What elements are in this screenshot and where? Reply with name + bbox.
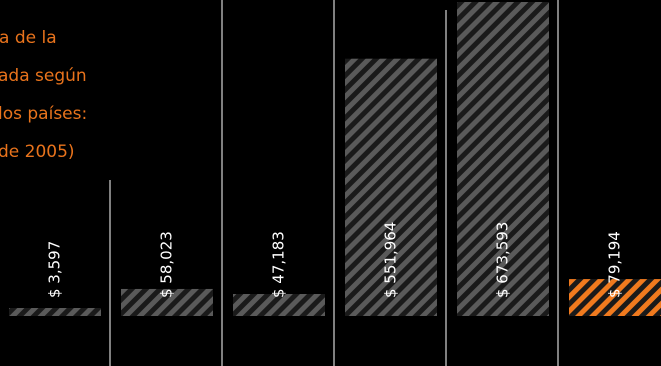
chart-title-line-1: a de la bbox=[0, 28, 57, 48]
bar bbox=[345, 58, 437, 317]
bar-value-label: $ 58,023 bbox=[158, 231, 176, 298]
bar bbox=[233, 294, 325, 316]
bar-value-label: $ 3,597 bbox=[46, 241, 64, 298]
bar bbox=[569, 279, 661, 316]
bar-value-label: $ 79,194 bbox=[606, 231, 624, 298]
chart-title-line-2: ada según bbox=[0, 66, 87, 86]
bar bbox=[121, 288, 213, 316]
bar bbox=[9, 308, 101, 316]
bar-value-label: $ 673,593 bbox=[494, 222, 512, 298]
bar-value-label: $ 47,183 bbox=[270, 231, 288, 298]
bar-value-label: $ 551,964 bbox=[382, 222, 400, 298]
chart-title-line-4: de 2005) bbox=[0, 142, 75, 162]
bar bbox=[457, 2, 549, 316]
chart-title-line-3: los países: bbox=[0, 104, 88, 124]
